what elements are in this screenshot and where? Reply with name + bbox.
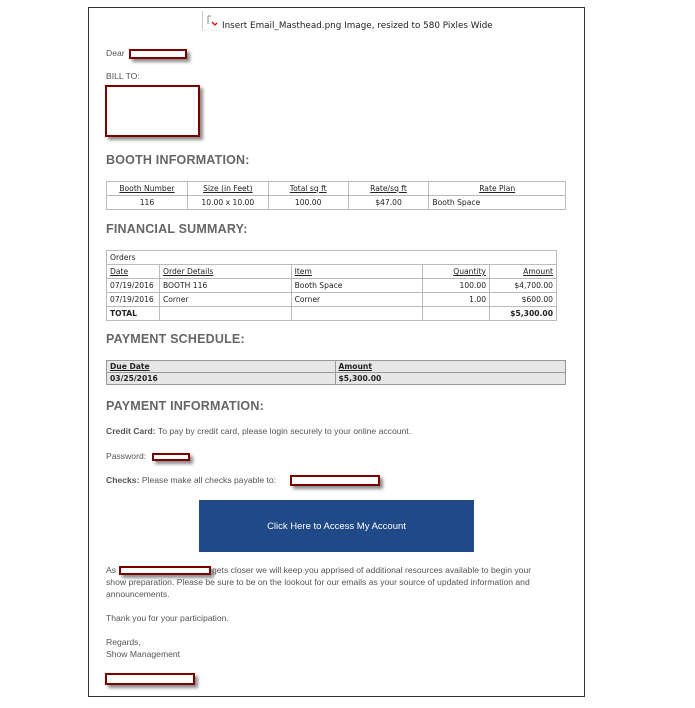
credit-card-text: To pay by credit card, please login secu… [155, 426, 412, 436]
redacted-signature [105, 673, 195, 685]
cell: Corner [158, 292, 292, 307]
broken-image-icon [202, 11, 221, 31]
schedule-heading: PAYMENT SCHEDULE: [106, 332, 245, 346]
cell: $4,700.00 [489, 278, 557, 293]
closing-line-3: announcements. [106, 589, 170, 599]
table-header-row: Date Order Details Item Quantity Amount [106, 264, 557, 279]
cell: $600.00 [489, 292, 557, 307]
table-header-row: Booth Number Size (in Feet) Total sq ft … [106, 181, 566, 196]
cell: 07/19/2016 [106, 292, 160, 307]
greeting-label: Dear [106, 48, 125, 58]
redacted-address [105, 85, 200, 137]
cell: 116 [106, 195, 188, 210]
col-header: Quantity [422, 264, 491, 279]
table-row: 07/19/2016 BOOTH 116 Booth Space 100.00 … [106, 278, 557, 293]
credit-card-line: Credit Card: To pay by credit card, plea… [106, 426, 411, 436]
schedule-table: Due Date Amount 03/25/2016 $5,300.00 [106, 360, 566, 385]
col-header: Rate Plan [428, 181, 566, 196]
masthead-placeholder-text: Insert Email_Masthead.png Image, resized… [222, 21, 493, 31]
col-header: Booth Number [106, 181, 188, 196]
redacted-password [152, 453, 190, 461]
total-label: TOTAL [106, 306, 160, 321]
financial-heading: FINANCIAL SUMMARY: [106, 222, 248, 236]
cell: Corner [290, 292, 424, 307]
table-row: 116 10.00 x 10.00 100.00 $47.00 Booth Sp… [106, 195, 566, 210]
closing-line-2: show preparation. Please be sure to be o… [106, 577, 530, 587]
col-header: Size (in Feet) [186, 181, 269, 196]
checks-label: Checks: [106, 475, 140, 485]
col-header: Date [106, 264, 160, 279]
credit-card-label: Credit Card: [106, 426, 156, 436]
button-label: Click Here to Access My Account [267, 520, 406, 532]
booth-heading: BOOTH INFORMATION: [106, 153, 250, 167]
access-account-button[interactable]: Click Here to Access My Account [199, 500, 474, 552]
cell: $5,300.00 [334, 372, 566, 385]
cell: 03/25/2016 [106, 372, 336, 385]
redacted-show-name [119, 566, 211, 575]
checks-text: Please make all checks payable to: [139, 475, 277, 485]
bill-to-label: BILL TO: [106, 71, 140, 81]
orders-table: Orders Date Order Details Item Quantity … [106, 250, 557, 321]
orders-caption: Orders [106, 250, 557, 265]
total-amount: $5,300.00 [489, 306, 557, 321]
table-row: 07/19/2016 Corner Corner 1.00 $600.00 [106, 292, 557, 307]
email-page [88, 7, 585, 697]
col-header: Item [290, 264, 424, 279]
cell: 10.00 x 10.00 [186, 195, 269, 210]
closing-line-1: gets closer we will keep you apprised of… [212, 565, 532, 575]
cell: 07/19/2016 [106, 278, 160, 293]
cell: 100.00 [267, 195, 349, 210]
thanks-text: Thank you for your participation. [106, 613, 229, 623]
regards-text: Regards, [106, 637, 141, 647]
redacted-name [129, 49, 187, 59]
cell: 1.00 [422, 292, 491, 307]
password-label: Password: [106, 451, 147, 461]
cell: $47.00 [347, 195, 430, 210]
total-row: TOTAL $5,300.00 [106, 306, 557, 321]
checks-line: Checks: Please make all checks payable t… [106, 475, 276, 485]
col-header: Amount [334, 360, 566, 373]
closing-as: As [106, 565, 117, 575]
table-header-row: Due Date Amount [106, 360, 566, 373]
payment-heading: PAYMENT INFORMATION: [106, 399, 264, 413]
col-header: Total sq ft [267, 181, 349, 196]
booth-table: Booth Number Size (in Feet) Total sq ft … [106, 181, 566, 210]
signature-text: Show Management [106, 649, 181, 659]
redacted-payee [290, 475, 380, 486]
col-header: Amount [489, 264, 557, 279]
col-header: Due Date [106, 360, 336, 373]
cell: Booth Space [428, 195, 566, 210]
cell: Booth Space [290, 278, 424, 293]
cell: 100.00 [422, 278, 491, 293]
col-header: Rate/sq ft [347, 181, 430, 196]
col-header: Order Details [158, 264, 292, 279]
table-row: 03/25/2016 $5,300.00 [106, 372, 566, 385]
cell: BOOTH 116 [158, 278, 292, 293]
